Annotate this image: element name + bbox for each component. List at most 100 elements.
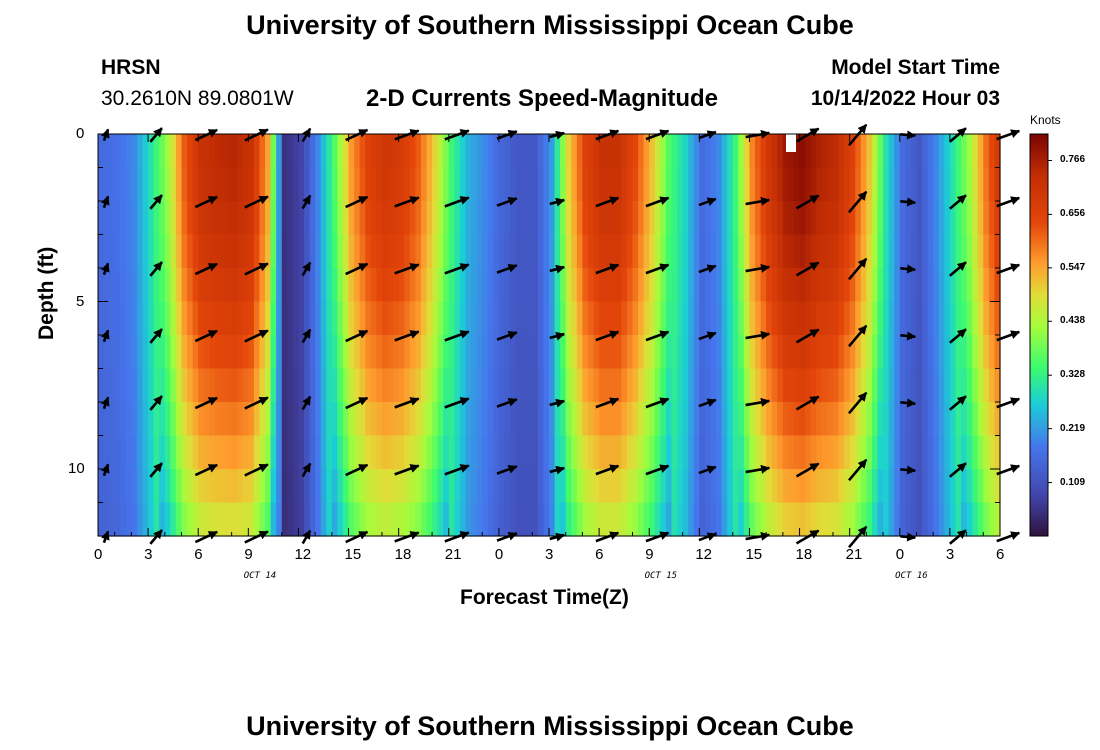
heat-cell	[237, 268, 244, 303]
heat-cell	[526, 335, 533, 370]
heat-cell	[871, 402, 879, 437]
heat-cell	[805, 167, 812, 202]
heat-cell	[983, 301, 990, 336]
heat-cell	[265, 335, 272, 370]
heat-cell	[342, 368, 350, 403]
heat-cell	[682, 268, 689, 303]
heat-cell	[916, 167, 923, 202]
heat-cell	[832, 134, 840, 169]
heat-cell	[348, 167, 355, 202]
heat-cell	[944, 402, 951, 437]
heat-cell	[710, 167, 717, 202]
heat-cell	[292, 167, 300, 202]
heat-cell	[766, 469, 773, 504]
heat-cell	[710, 435, 717, 470]
heat-cell	[337, 435, 344, 470]
heat-cell	[315, 268, 322, 303]
heat-cell	[114, 368, 121, 403]
heat-cell	[259, 234, 266, 269]
heat-cell	[159, 435, 166, 470]
heat-cell	[248, 335, 255, 370]
heat-cell	[549, 167, 556, 202]
heat-cell	[136, 502, 144, 537]
current-arrow	[745, 196, 771, 206]
heat-cell	[793, 402, 801, 437]
heat-cell	[365, 134, 372, 169]
heat-cell	[487, 167, 494, 202]
heat-cell	[404, 234, 411, 269]
heat-cell	[576, 167, 584, 202]
heat-cell	[404, 201, 411, 236]
heat-cell	[393, 268, 400, 303]
heat-cell	[270, 402, 277, 437]
heat-cell	[415, 502, 422, 537]
heat-cell	[704, 201, 712, 236]
heat-cell	[443, 201, 450, 236]
heat-cell	[493, 167, 500, 202]
heat-cell	[443, 268, 450, 303]
heat-cell	[381, 402, 389, 437]
heat-cell	[810, 368, 817, 403]
x-axis-label: Forecast Time(Z)	[460, 586, 629, 609]
heat-cell	[805, 301, 812, 336]
heat-cell	[938, 335, 945, 370]
heat-cell	[281, 234, 288, 269]
heat-cell	[654, 234, 661, 269]
heat-cell	[961, 502, 968, 537]
heat-cell	[164, 268, 171, 303]
heat-cell	[198, 234, 205, 269]
heat-cell	[381, 335, 389, 370]
heat-cell	[276, 201, 283, 236]
heat-cell	[576, 368, 584, 403]
heat-cell	[209, 335, 216, 370]
heat-cell	[693, 502, 700, 537]
heat-cell	[136, 201, 144, 236]
heat-cell	[326, 268, 333, 303]
heat-cell	[125, 368, 133, 403]
heat-cell	[927, 368, 934, 403]
heat-cell	[927, 335, 934, 370]
heat-cell	[933, 134, 940, 169]
heat-cell	[259, 502, 266, 537]
heat-cell	[521, 167, 528, 202]
heat-cell	[365, 234, 372, 269]
x-tick-label: 3	[545, 546, 554, 563]
heat-cell	[510, 301, 517, 336]
heat-cell	[510, 402, 517, 437]
heat-cell	[643, 201, 650, 236]
heat-cell	[972, 301, 979, 336]
heat-cell	[766, 268, 773, 303]
heat-cell	[849, 268, 856, 303]
heat-cell	[103, 335, 110, 370]
heat-cell	[192, 435, 199, 470]
heat-cell	[159, 134, 166, 169]
heat-cell	[638, 134, 645, 169]
heat-cell	[944, 201, 951, 236]
heat-cell	[276, 368, 283, 403]
heat-cell	[972, 268, 979, 303]
heat-cell	[771, 368, 778, 403]
heat-cell	[459, 402, 467, 437]
heat-cell	[298, 134, 305, 169]
heat-cell	[671, 469, 678, 504]
heat-cell	[721, 301, 728, 336]
current-arrow	[949, 328, 967, 344]
heat-cell	[677, 234, 684, 269]
heat-cell	[98, 402, 105, 437]
heat-cell	[287, 268, 294, 303]
heat-cell	[432, 201, 439, 236]
heat-cell	[955, 134, 962, 169]
heat-cell	[665, 335, 673, 370]
heat-cell	[381, 201, 389, 236]
heat-cell	[866, 201, 873, 236]
heat-cell	[214, 335, 222, 370]
heat-cell	[554, 335, 561, 370]
heat-cell	[860, 335, 867, 370]
heat-cell	[799, 234, 806, 269]
heat-cell	[237, 469, 244, 504]
heat-cell	[743, 167, 751, 202]
heat-cell	[977, 435, 984, 470]
heat-cell	[949, 167, 957, 202]
heat-cell	[760, 234, 767, 269]
heat-cell	[643, 502, 650, 537]
